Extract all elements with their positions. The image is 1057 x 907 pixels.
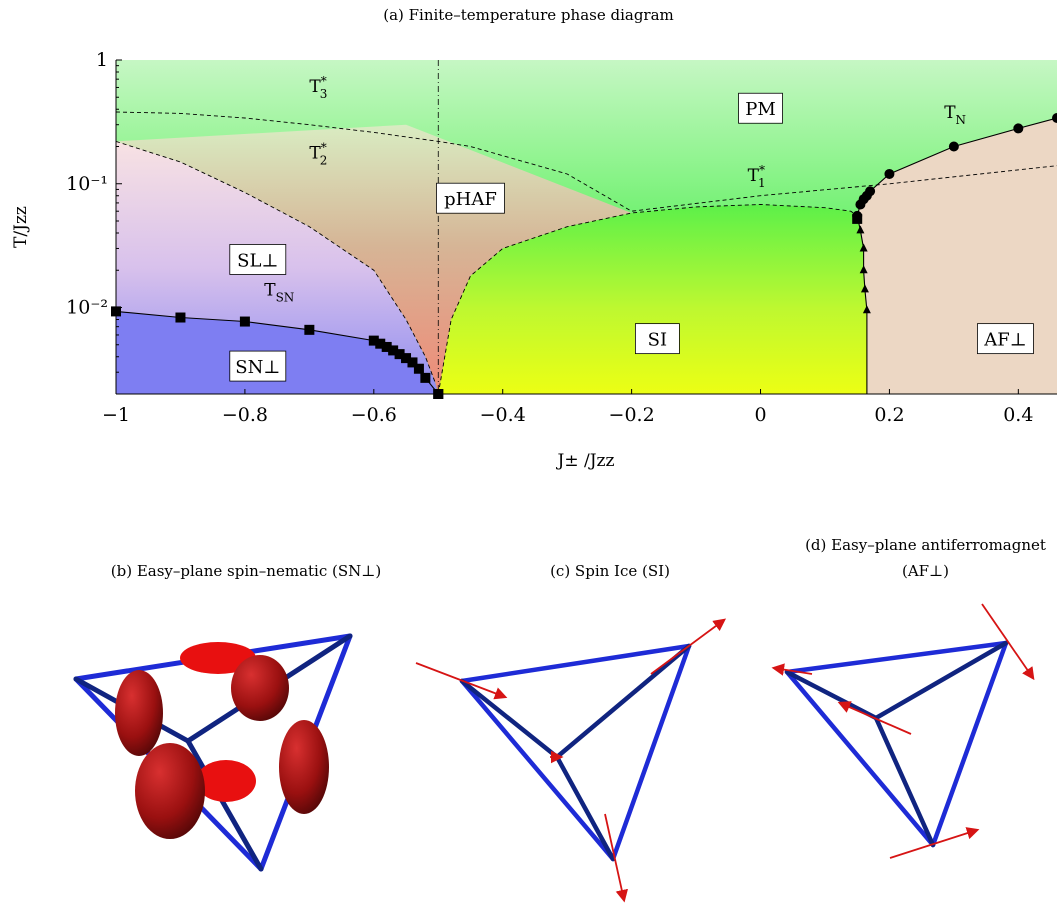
phase-label: SN⊥ [235,357,280,378]
curve-label: T* 2 [309,140,327,167]
marker-circle [1013,123,1024,134]
marker-square [401,353,412,364]
curve-t2- [116,140,436,383]
phase-box [634,323,680,355]
phase-box [229,244,287,275]
spin-ellipsoid [180,642,256,674]
marker-square [407,357,418,368]
sn-edges [73,633,353,872]
af-edges [784,640,1009,848]
curve-t3- [116,111,1057,212]
phase-box [738,92,783,124]
x-tick-label: 0.4 [1003,404,1033,426]
spin-arrow [604,813,628,903]
spin-ellipsoid [135,743,205,839]
x-tick-label: −0.8 [222,404,268,426]
marker-circle [948,141,959,152]
spin-arrow [837,701,912,735]
marker-square [239,316,250,327]
phase-label: SL⊥ [237,250,278,271]
phase-label: AF⊥ [983,330,1026,351]
caption-af-line2: (AF⊥) [901,562,950,580]
y-tick-label: 10⁻¹ [66,173,108,195]
caption-spin-nematic: (b) Easy–plane spin–nematic (SN⊥) [110,562,382,580]
x-tick-label: −1 [102,404,130,426]
curve-t1-left [437,204,858,394]
spin-arrow [889,827,980,859]
curve-label: T* 1 [748,163,766,190]
spin-ellipsoid [231,655,289,721]
marker-square [852,213,863,224]
caption-antiferromagnet: (d) Easy–plane antiferromagnet (AF⊥) [794,532,1057,584]
phase-box [977,323,1034,355]
marker-circle [884,168,895,179]
spin-arrow [771,663,813,676]
x-tick-label: −0.6 [351,404,397,426]
marker-square [381,341,392,352]
marker-square [368,335,379,346]
marker-triangle [856,225,865,234]
spin-arrow [415,662,508,700]
phase-label: SI [648,330,667,351]
marker-square [394,349,405,360]
spin-arrow [981,603,1035,681]
phase-box [436,182,505,214]
marker-circle [1052,112,1057,123]
marker-square [388,345,399,356]
y-tick-label: 10⁻² [66,297,108,319]
spin-ellipsoid [279,720,329,814]
region-si [438,204,867,394]
si-spins [415,618,727,903]
x-tick-label: −0.2 [609,404,655,426]
si-edges [459,643,692,862]
spin-arrow [650,618,727,675]
curve-label: TN [944,103,966,127]
x-axis-label: J± /Jzz [556,451,615,471]
y-tick-label: 1 [96,49,108,71]
curve-label: TSN [264,281,294,305]
x-tick-label: 0 [754,404,766,426]
marker-triangle [862,305,871,314]
marker-square [420,372,431,383]
marker-triangle [859,243,868,252]
spin-ellipsoid [115,670,163,756]
marker-triangle [859,265,868,274]
phase-diagram-chart: −1 −0.8 −0.6 −0.4 −0.2 0 0.2 0.4 1 10⁻¹ 10⁻² J± /Jz… [11,49,1057,471]
phase-label: pHAF [444,189,497,210]
phase-box [229,350,287,382]
marker-square [375,338,386,349]
caption-phase-diagram: (a) Finite–temperature phase diagram [383,6,674,24]
af-spins [771,603,1035,859]
curve-label: T* 3 [309,74,327,101]
marker-square [413,363,424,374]
marker-triangle [860,284,869,293]
x-tick-label: −0.4 [480,404,526,426]
caption-af-line1: (d) Easy–plane antiferromagnet [805,536,1046,554]
phase-label: PM [745,99,776,120]
y-axis-label: T/Jzz [11,206,31,248]
marker-circle [865,186,876,197]
spin-ellipsoid [196,760,256,802]
x-tick-label: 0.2 [874,404,904,426]
marker-square [175,312,186,323]
marker-square [304,324,315,335]
caption-spin-ice: (c) Spin Ice (SI) [550,562,670,580]
